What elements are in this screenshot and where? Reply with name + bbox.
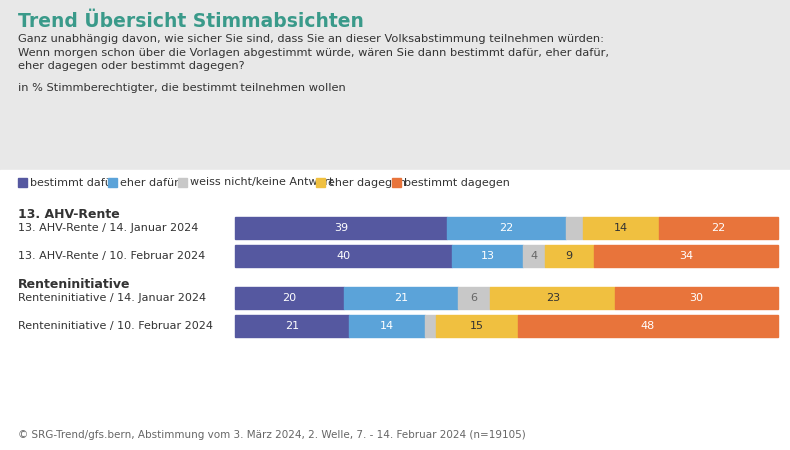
Bar xyxy=(447,217,566,239)
Bar xyxy=(235,245,453,267)
Text: 22: 22 xyxy=(499,223,514,233)
Text: eher dagegen oder bestimmt dagegen?: eher dagegen oder bestimmt dagegen? xyxy=(18,61,245,71)
Text: 20: 20 xyxy=(283,293,297,303)
Text: 6: 6 xyxy=(471,293,478,303)
Text: 4: 4 xyxy=(530,251,537,261)
Bar xyxy=(491,287,615,309)
Bar xyxy=(235,315,349,337)
Text: 9: 9 xyxy=(566,251,573,261)
Bar xyxy=(583,217,659,239)
Bar xyxy=(235,287,344,309)
Text: bestimmt dagegen: bestimmt dagegen xyxy=(404,177,510,188)
Bar xyxy=(108,178,117,187)
Bar xyxy=(593,245,778,267)
Text: Ganz unabhängig davon, wie sicher Sie sind, dass Sie an dieser Volksabstimmung t: Ganz unabhängig davon, wie sicher Sie si… xyxy=(18,34,604,44)
Bar xyxy=(566,217,583,239)
Text: 22: 22 xyxy=(711,223,725,233)
Text: Renteninitiative / 10. Februar 2024: Renteninitiative / 10. Februar 2024 xyxy=(18,321,213,331)
Bar xyxy=(544,245,593,267)
Bar xyxy=(0,170,790,450)
Text: 13. AHV-Rente: 13. AHV-Rente xyxy=(18,208,120,221)
Bar xyxy=(18,178,27,187)
Text: 48: 48 xyxy=(641,321,655,331)
Text: Trend Übersicht Stimmabsichten: Trend Übersicht Stimmabsichten xyxy=(18,12,364,31)
Bar xyxy=(453,245,523,267)
Bar xyxy=(659,217,778,239)
Text: 15: 15 xyxy=(470,321,483,331)
Bar xyxy=(523,245,544,267)
Bar xyxy=(0,0,790,170)
Bar xyxy=(392,178,401,187)
Bar xyxy=(344,287,458,309)
Text: 30: 30 xyxy=(690,293,704,303)
Bar xyxy=(235,217,447,239)
Text: Wenn morgen schon über die Vorlagen abgestimmt würde, wären Sie dann bestimmt da: Wenn morgen schon über die Vorlagen abge… xyxy=(18,48,609,58)
Text: Renteninitiative: Renteninitiative xyxy=(18,278,130,291)
Text: 23: 23 xyxy=(546,293,560,303)
Text: 39: 39 xyxy=(334,223,348,233)
Text: 34: 34 xyxy=(679,251,693,261)
Bar xyxy=(517,315,778,337)
Text: eher dafür: eher dafür xyxy=(120,177,179,188)
Text: bestimmt dafür: bestimmt dafür xyxy=(30,177,116,188)
Text: © SRG-Trend/gfs.bern, Abstimmung vom 3. März 2024, 2. Welle, 7. - 14. Februar 20: © SRG-Trend/gfs.bern, Abstimmung vom 3. … xyxy=(18,430,526,440)
Text: 14: 14 xyxy=(380,321,394,331)
Text: weiss nicht/keine Antwort: weiss nicht/keine Antwort xyxy=(190,177,333,188)
Text: 21: 21 xyxy=(394,293,408,303)
Text: 13. AHV-Rente / 14. Januar 2024: 13. AHV-Rente / 14. Januar 2024 xyxy=(18,223,198,233)
Text: 21: 21 xyxy=(285,321,299,331)
Text: 13. AHV-Rente / 10. Februar 2024: 13. AHV-Rente / 10. Februar 2024 xyxy=(18,251,205,261)
Bar xyxy=(436,315,517,337)
Text: Renteninitiative / 14. Januar 2024: Renteninitiative / 14. Januar 2024 xyxy=(18,293,206,303)
Text: 14: 14 xyxy=(614,223,628,233)
Bar xyxy=(316,178,325,187)
Text: 13: 13 xyxy=(481,251,495,261)
Text: eher dagegen: eher dagegen xyxy=(328,177,406,188)
Bar xyxy=(425,315,436,337)
Bar xyxy=(178,178,187,187)
Bar xyxy=(458,287,491,309)
Bar xyxy=(615,287,778,309)
Text: in % Stimmberechtigter, die bestimmt teilnehmen wollen: in % Stimmberechtigter, die bestimmt tei… xyxy=(18,83,346,93)
Bar xyxy=(349,315,425,337)
Text: 40: 40 xyxy=(337,251,351,261)
